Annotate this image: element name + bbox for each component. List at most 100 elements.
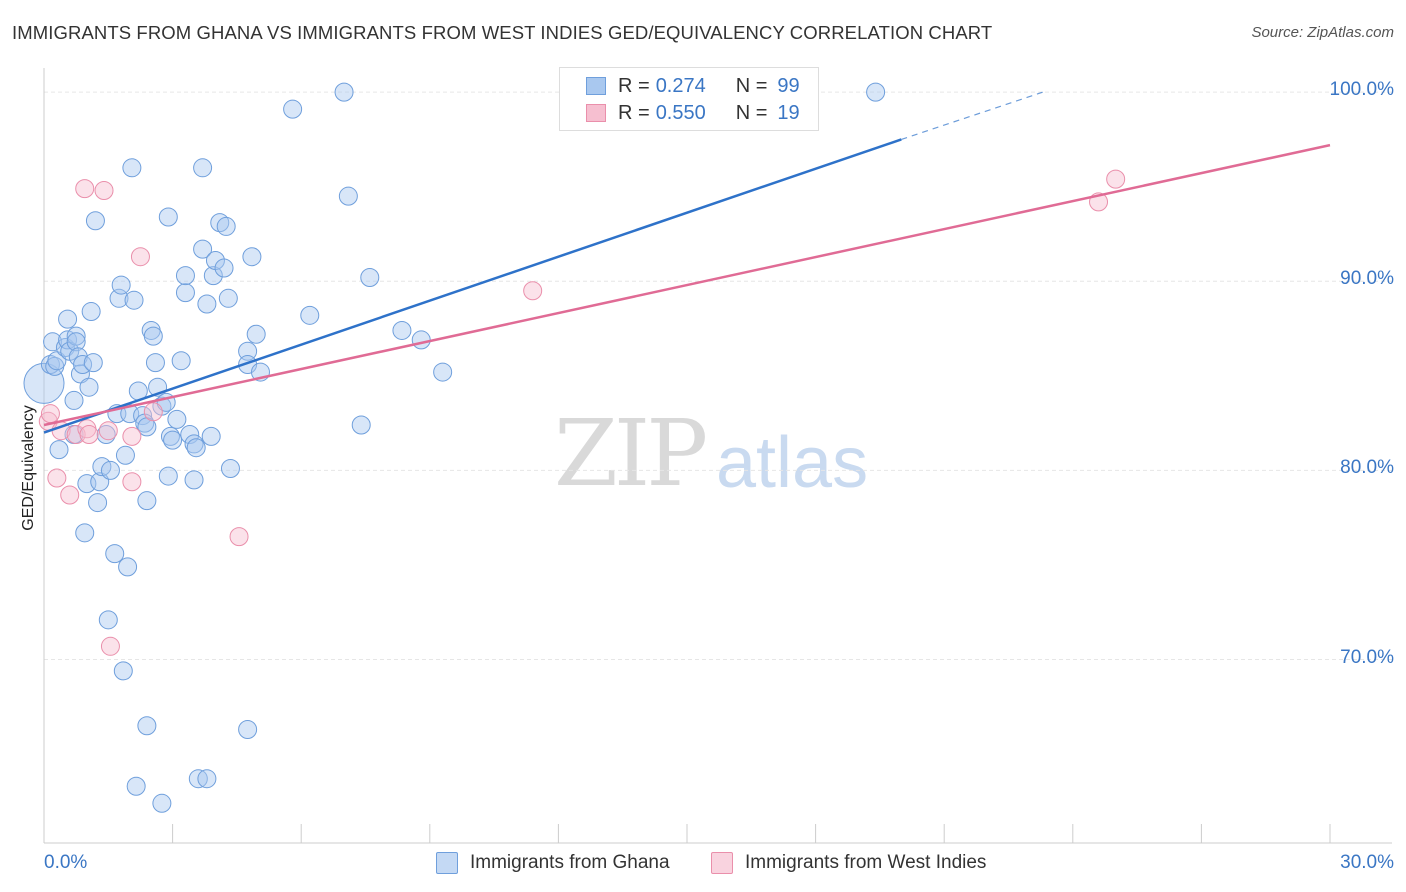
- r-label: R =: [618, 74, 650, 97]
- ghana-point: [145, 353, 165, 373]
- ghana-point: [81, 302, 101, 322]
- ghana-point: [242, 247, 262, 267]
- watermark-atlas: atlas: [716, 423, 869, 503]
- west-indies-point: [130, 247, 150, 267]
- legend-item-west-indies[interactable]: Immigrants from West Indies: [711, 852, 986, 874]
- ghana-point: [167, 409, 187, 429]
- west-indies-point: [100, 636, 120, 656]
- ghana-point: [158, 207, 178, 227]
- ghana-point: [118, 557, 138, 577]
- ghana-point: [338, 186, 358, 206]
- legend-label-west-indies: Immigrants from West Indies: [745, 852, 987, 873]
- west-indies-point: [98, 421, 118, 441]
- ghana-point: [163, 430, 183, 450]
- grid-layer: [44, 91, 1392, 661]
- r-value: 0.550: [655, 101, 706, 124]
- ghana-point: [238, 720, 258, 740]
- ghana-point: [47, 351, 67, 371]
- trend-layer: [43, 91, 1331, 434]
- ghana-point: [113, 661, 133, 681]
- chart-title: IMMIGRANTS FROM GHANA VS IMMIGRANTS FROM…: [12, 22, 993, 43]
- ghana-point: [133, 406, 153, 426]
- ghana-point: [158, 466, 178, 486]
- n-label: N =: [735, 101, 768, 124]
- x-tick-label-min: 0.0%: [44, 852, 88, 873]
- west-indies-point: [143, 402, 163, 422]
- ghana-point: [152, 793, 172, 813]
- ghana-point: [283, 99, 303, 119]
- ghana-point: [175, 283, 195, 303]
- ghana-point: [186, 438, 206, 458]
- west-indies-point: [75, 179, 95, 199]
- ghana-point: [70, 364, 90, 384]
- ghana-point: [411, 330, 431, 350]
- ghana-point: [351, 415, 371, 435]
- stats-row-ghana: R = 0.274 N = 99: [586, 73, 800, 99]
- west-indies-point: [122, 426, 142, 446]
- ghana-point: [49, 440, 69, 460]
- legend-swatch-ghana: [436, 852, 458, 874]
- ghana-point: [197, 769, 217, 789]
- legend-item-ghana[interactable]: Immigrants from Ghana: [436, 852, 670, 874]
- points-layer: [23, 82, 1126, 813]
- ghana-point: [85, 211, 105, 231]
- y-tick-label: 80.0%: [1340, 457, 1394, 479]
- ghana-point: [100, 460, 120, 480]
- ghana-point: [137, 491, 157, 511]
- ghana-point: [218, 288, 238, 308]
- west-indies-point: [1106, 169, 1126, 189]
- ghana-point: [143, 326, 163, 346]
- ghana-point: [115, 445, 135, 465]
- west-indies-point: [523, 281, 543, 301]
- ghana-point: [193, 158, 213, 178]
- ghana-point: [175, 266, 195, 286]
- ghana-point: [126, 776, 146, 796]
- ghana-point: [216, 216, 236, 236]
- ghana-point: [392, 320, 412, 340]
- ghana-point: [98, 610, 118, 630]
- axis-layer: [43, 68, 1392, 844]
- r-label: R =: [618, 101, 650, 124]
- ghana-point: [66, 332, 86, 352]
- west-indies-point: [79, 424, 99, 444]
- ghana-point: [58, 309, 78, 329]
- x-tick-label-max: 30.0%: [1340, 852, 1394, 873]
- legend-swatch-west-indies: [711, 852, 733, 874]
- west-indies-point: [122, 472, 142, 492]
- ghana-point: [23, 362, 65, 404]
- ghana-point: [43, 332, 63, 352]
- ghana-point: [866, 82, 886, 102]
- ghana-point: [88, 493, 108, 513]
- ghana-point: [171, 351, 191, 371]
- y-tick-label: 70.0%: [1340, 646, 1394, 668]
- ghana-point: [64, 390, 84, 410]
- ghana-point: [124, 290, 144, 310]
- ghana-point: [111, 275, 131, 295]
- west-indies-point: [94, 181, 114, 200]
- ghana-point: [210, 213, 230, 233]
- ghana-point: [75, 523, 95, 543]
- ghana-trend-line: [43, 138, 902, 434]
- ghana-point: [66, 326, 86, 346]
- ghana-point: [201, 426, 221, 446]
- ghana-trend-extension: [901, 91, 1043, 141]
- ghana-point: [246, 324, 266, 344]
- ghana-point: [433, 362, 453, 382]
- ghana-point: [137, 716, 157, 736]
- ghana-point: [214, 258, 234, 278]
- watermark-zip: ZIP: [554, 400, 708, 507]
- ghana-point: [334, 82, 354, 102]
- ghana-point: [238, 341, 258, 361]
- y-tick-label: 90.0%: [1340, 268, 1394, 290]
- stats-legend: R = 0.274 N = 99 R = 0.550 N = 19: [559, 67, 819, 131]
- n-value: 19: [777, 101, 800, 124]
- west-indies-point: [229, 527, 249, 547]
- r-value: 0.274: [655, 74, 706, 97]
- ghana-point: [79, 377, 99, 397]
- ghana-point: [193, 239, 213, 259]
- west-indies-trend-line: [43, 143, 1331, 427]
- ghana-point: [300, 305, 320, 325]
- ghana-point: [203, 266, 223, 286]
- chart-source: Source: ZipAtlas.com: [1251, 24, 1394, 41]
